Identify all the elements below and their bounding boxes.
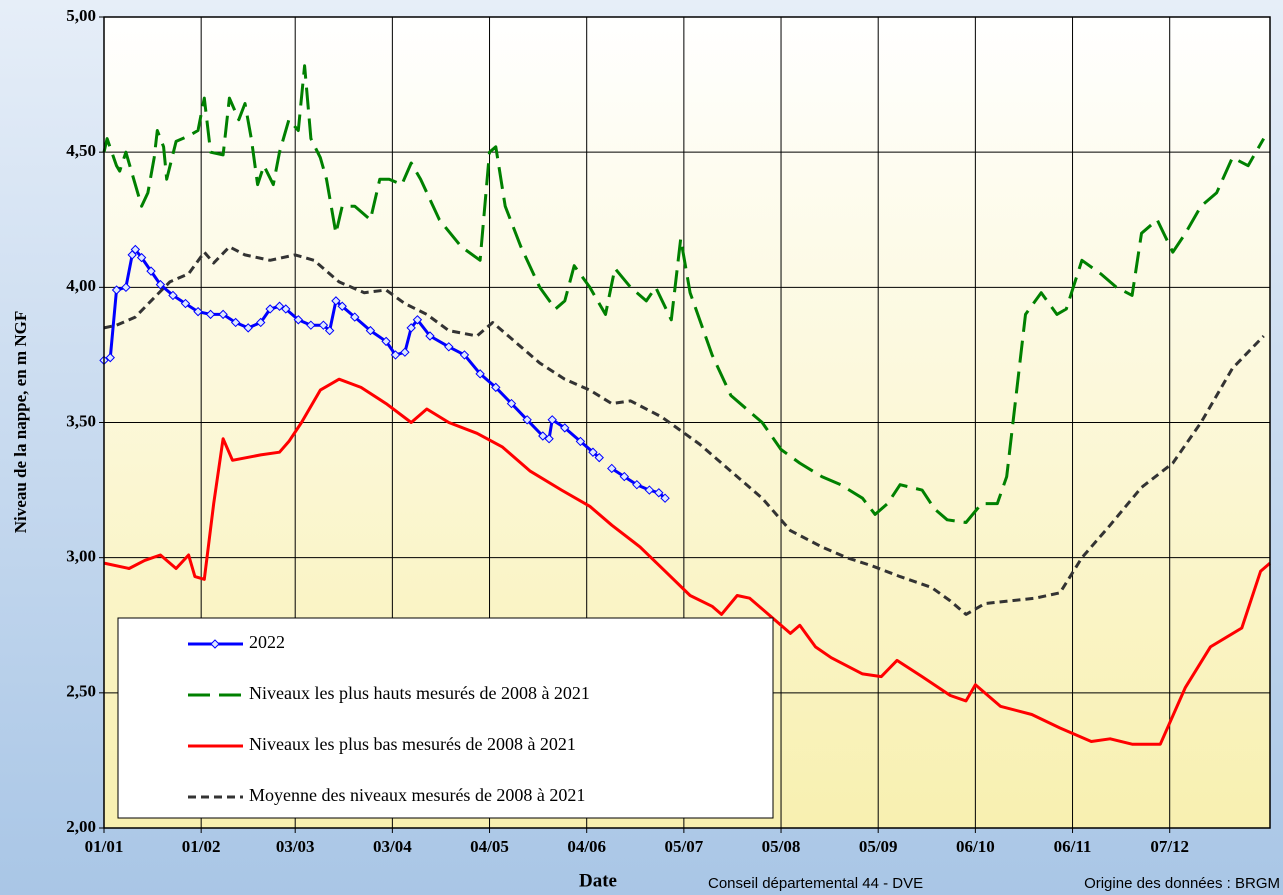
x-tick-label: 04/06 xyxy=(567,837,606,856)
marker xyxy=(390,350,401,360)
x-tick-label: 03/03 xyxy=(276,837,315,856)
marker xyxy=(412,315,423,325)
marker xyxy=(607,463,617,474)
marker xyxy=(146,266,156,276)
y-tick-label: 4,00 xyxy=(66,276,96,295)
marker xyxy=(256,317,266,328)
marker xyxy=(243,323,253,333)
marker xyxy=(560,423,570,433)
marker xyxy=(205,309,216,320)
marker xyxy=(274,301,285,311)
x-tick-label: 06/11 xyxy=(1054,837,1092,856)
marker xyxy=(193,306,203,317)
marker xyxy=(121,282,131,293)
x-tick-label: 07/12 xyxy=(1150,837,1189,856)
y-tick-label: 4,50 xyxy=(66,141,96,160)
marker xyxy=(318,320,329,330)
x-axis-label: Date xyxy=(579,870,617,891)
x-tick-label: 05/08 xyxy=(762,837,801,856)
x-tick-label: 01/02 xyxy=(182,837,221,856)
marker xyxy=(660,493,670,503)
legend-label: Moyenne des niveaux mesurés de 2008 à 20… xyxy=(249,785,585,805)
marker xyxy=(350,312,360,322)
x-tick-label: 06/10 xyxy=(956,837,995,856)
marker xyxy=(491,382,501,393)
marker xyxy=(218,309,228,320)
footer-right: Origine des données : BRGM xyxy=(1084,875,1280,892)
marker xyxy=(444,342,454,352)
y-tick-label: 5,00 xyxy=(66,6,96,25)
legend-label: 2022 xyxy=(249,632,285,652)
marker xyxy=(575,436,586,447)
legend-box xyxy=(117,617,774,819)
marker xyxy=(111,285,122,295)
marker xyxy=(324,325,335,336)
marker xyxy=(475,369,485,379)
marker xyxy=(230,317,241,328)
marker xyxy=(588,447,598,457)
marker xyxy=(306,320,316,330)
marker xyxy=(506,398,517,409)
x-tick-label: 04/05 xyxy=(470,837,509,856)
marker xyxy=(130,244,141,255)
marker xyxy=(168,290,178,301)
marker xyxy=(522,415,532,425)
marker xyxy=(331,296,341,306)
x-tick-label: 05/09 xyxy=(859,837,898,856)
y-tick-label: 2,00 xyxy=(66,817,96,836)
marker xyxy=(337,301,347,311)
marker xyxy=(281,304,291,314)
legend-label: Niveaux les plus hauts mesurés de 2008 à… xyxy=(249,683,590,703)
marker xyxy=(619,471,630,482)
series-line xyxy=(102,64,1265,524)
marker xyxy=(293,315,304,325)
marker xyxy=(155,279,166,290)
legend-label: Niveaux les plus bas mesurés de 2008 à 2… xyxy=(249,734,576,754)
y-tick-label: 3,50 xyxy=(66,411,96,430)
marker xyxy=(459,350,470,360)
y-tick-label: 2,50 xyxy=(66,682,96,701)
marker xyxy=(594,452,604,463)
marker xyxy=(425,331,435,341)
legend-marker xyxy=(210,639,220,649)
y-tick-label: 3,00 xyxy=(66,547,96,566)
series-line xyxy=(103,377,1271,746)
marker xyxy=(406,323,416,333)
y-axis-label: Niveau de la nappe, en m NGF xyxy=(11,311,30,533)
x-tick-label: 05/07 xyxy=(664,837,703,856)
marker xyxy=(538,431,548,441)
marker xyxy=(400,347,410,357)
x-tick-label: 01/01 xyxy=(85,837,124,856)
marker xyxy=(136,252,147,263)
marker xyxy=(644,485,655,495)
marker xyxy=(265,304,275,314)
marker xyxy=(544,434,554,444)
marker xyxy=(632,479,642,490)
x-tick-label: 03/04 xyxy=(373,837,412,856)
marker xyxy=(654,488,664,498)
footer-left: Conseil départemental 44 - DVE xyxy=(708,875,923,892)
marker xyxy=(381,336,391,347)
marker xyxy=(105,352,115,363)
marker xyxy=(547,415,557,425)
marker xyxy=(365,325,376,336)
series-line xyxy=(103,245,1265,616)
marker xyxy=(180,298,191,309)
